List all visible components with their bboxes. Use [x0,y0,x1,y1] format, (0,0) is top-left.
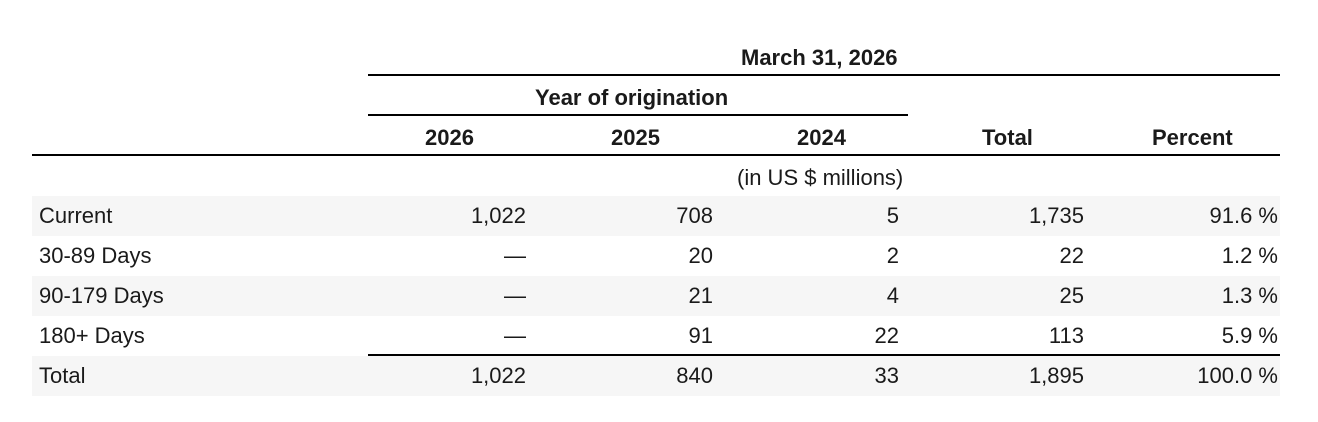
row-label: 180+ Days [39,323,145,348]
cell-total: 1,735 [1028,203,1084,228]
group-header: Year of origination [535,85,729,110]
row-shade-90-179 [32,276,1280,316]
total-rule [368,354,1280,356]
cell-total: 1,895 [1028,363,1084,388]
col-header-total: Total [982,125,1033,150]
row-shade-current [32,196,1280,236]
cell-percent: 5.9 % [1221,323,1278,348]
row-label: 90-179 Days [39,283,164,308]
cell-2025: 20 [688,243,713,268]
row-label: Total [39,363,86,388]
cell-percent: 100.0 % [1197,363,1278,388]
cell-2024: 22 [874,323,899,348]
period-header: March 31, 2026 [741,45,898,70]
col-header-2026: 2026 [425,125,474,150]
group-header-rule [368,114,908,116]
col-header-percent: Percent [1152,125,1233,150]
cell-2026: — [504,323,526,348]
cell-2025: 840 [676,363,713,388]
cell-2026: — [504,283,526,308]
cell-2026: 1,022 [470,363,526,388]
units-label: (in US $ millions) [737,165,904,190]
cell-2024: 5 [886,203,899,228]
cell-total: 22 [1059,243,1084,268]
cell-total: 113 [1048,323,1084,348]
col-header-2024: 2024 [797,125,846,150]
cell-2025: 91 [688,323,713,348]
cell-percent: 1.3 % [1221,283,1278,308]
period-header-rule [368,74,1280,76]
row-label: 30-89 Days [39,243,152,268]
cell-2024: 2 [886,243,899,268]
cell-total: 25 [1059,283,1084,308]
cell-2026: 1,022 [470,203,526,228]
row-shade-total [32,356,1280,396]
cell-2024: 33 [874,363,899,388]
cell-2025: 708 [676,203,713,228]
column-header-rule [32,154,1280,156]
cell-percent: 91.6 % [1209,203,1279,228]
col-header-2025: 2025 [611,125,660,150]
cell-2024: 4 [886,283,899,308]
cell-2026: — [504,243,526,268]
row-label: Current [39,203,113,228]
cell-2025: 21 [688,283,713,308]
cell-percent: 1.2 % [1221,243,1278,268]
